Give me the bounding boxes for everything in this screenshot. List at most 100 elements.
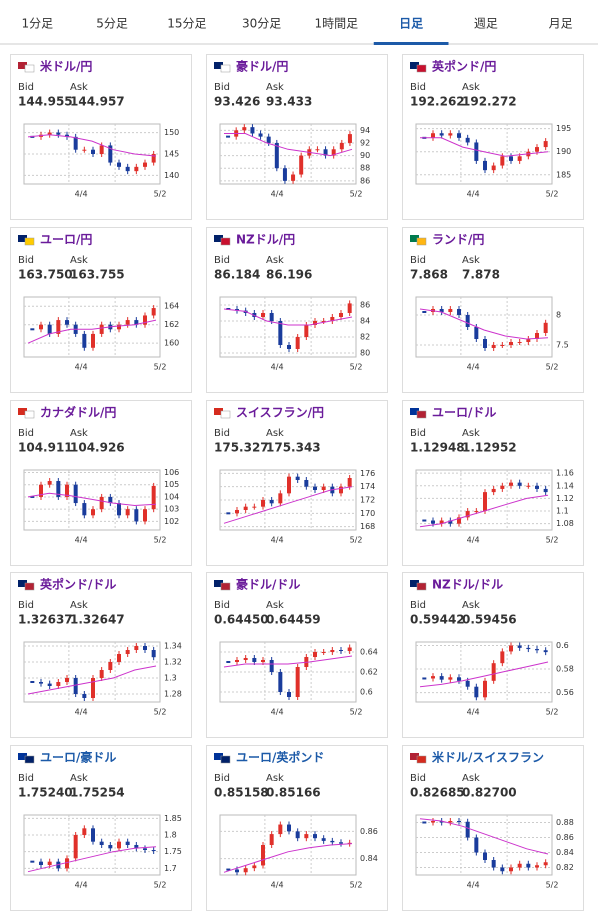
pair-title[interactable]: 豪ドル/円 xyxy=(236,59,288,74)
pair-title[interactable]: 英ポンド/ドル xyxy=(40,577,116,592)
candle xyxy=(291,174,296,181)
y-tick-label: 7.5 xyxy=(556,341,569,350)
pair-title[interactable]: ユーロ/英ポンド xyxy=(236,750,324,765)
y-tick-label: 160 xyxy=(164,339,179,348)
candle xyxy=(431,133,435,138)
y-tick-label: 105 xyxy=(164,480,179,489)
candle xyxy=(47,481,52,485)
candle xyxy=(56,481,61,497)
candle xyxy=(243,868,248,873)
bid-label: Bid xyxy=(410,773,426,784)
y-tick-label: 86 xyxy=(360,176,370,185)
bid-value: 1.12948 xyxy=(410,441,465,455)
candle xyxy=(331,149,336,156)
pair-title[interactable]: 豪ドル/ドル xyxy=(236,577,300,592)
y-tick-label: 170 xyxy=(360,509,375,518)
ask-value: 0.82700 xyxy=(462,786,517,800)
x-tick-label: 5/2 xyxy=(546,881,559,890)
card[interactable] xyxy=(10,227,192,393)
candle xyxy=(134,509,139,522)
tab[interactable]: 1時間足 xyxy=(315,17,359,31)
candle xyxy=(509,156,513,161)
x-tick-label: 4/4 xyxy=(467,190,480,199)
candle xyxy=(526,647,531,650)
x-tick-label: 4/4 xyxy=(75,536,88,545)
y-tick-label: 92 xyxy=(360,138,370,147)
ask-value: 1.75254 xyxy=(70,786,125,800)
candle xyxy=(422,519,427,522)
plot-area xyxy=(415,814,553,876)
pair-title[interactable]: 米ドル/円 xyxy=(40,59,92,74)
y-tick-label: 0.88 xyxy=(556,818,574,827)
pair-title[interactable]: ユーロ/円 xyxy=(40,233,92,247)
card[interactable] xyxy=(402,400,584,566)
candle xyxy=(491,488,496,493)
tab[interactable]: 日足 xyxy=(399,17,423,31)
candle xyxy=(422,677,427,680)
pair-title[interactable]: NZドル/ドル xyxy=(432,578,503,592)
bid-label: Bid xyxy=(214,600,230,611)
tab[interactable]: 月足 xyxy=(549,17,573,31)
candle xyxy=(321,486,326,490)
candle xyxy=(39,682,43,684)
x-tick-label: 5/2 xyxy=(546,536,559,545)
candle xyxy=(108,662,113,670)
ask-value: 104.926 xyxy=(70,441,125,455)
candle xyxy=(500,345,505,346)
candle xyxy=(321,652,326,653)
card[interactable] xyxy=(206,572,388,738)
y-tick-label: 150 xyxy=(164,128,179,137)
candle xyxy=(235,309,239,311)
candle xyxy=(457,677,461,681)
candle xyxy=(295,337,300,349)
candle xyxy=(226,661,231,663)
card[interactable] xyxy=(206,400,388,566)
pair-title[interactable]: 英ポンド/円 xyxy=(432,59,496,74)
candle xyxy=(517,342,522,343)
candle xyxy=(143,509,147,522)
x-tick-label: 4/4 xyxy=(271,536,284,545)
ask-value: 1.32647 xyxy=(70,613,125,627)
y-tick-label: 8 xyxy=(556,311,561,320)
flag xyxy=(416,64,427,73)
candle xyxy=(134,646,139,650)
card[interactable] xyxy=(10,572,192,738)
candle xyxy=(91,333,95,348)
pair-title[interactable]: ユーロ/豪ドル xyxy=(40,750,116,765)
candle xyxy=(143,315,147,325)
candle xyxy=(269,500,274,504)
ask-value: 86.196 xyxy=(266,268,312,282)
bid-label: Bid xyxy=(18,600,34,611)
pair-title[interactable]: カナダドル/円 xyxy=(40,405,116,420)
candle xyxy=(143,848,147,850)
y-tick-label: 164 xyxy=(164,302,179,311)
tab[interactable]: 15分足 xyxy=(167,17,206,31)
tab[interactable]: 30分足 xyxy=(242,17,281,31)
candle xyxy=(278,672,283,692)
candle xyxy=(448,821,453,823)
candle xyxy=(151,650,156,658)
candle xyxy=(261,845,265,866)
pair-title[interactable]: スイスフラン/円 xyxy=(236,406,324,420)
y-tick-label: 0.84 xyxy=(556,848,574,857)
bid-label: Bid xyxy=(410,255,426,266)
pair-title[interactable]: 米ドル/スイスフラン xyxy=(432,750,544,765)
card[interactable] xyxy=(10,745,192,911)
candle xyxy=(439,520,444,524)
tab[interactable]: 1分足 xyxy=(22,17,54,31)
x-tick-label: 5/2 xyxy=(546,190,559,199)
card[interactable] xyxy=(402,572,584,738)
card[interactable] xyxy=(402,745,584,911)
candle xyxy=(82,828,87,835)
moving-average xyxy=(224,133,353,157)
bid-label: Bid xyxy=(214,82,230,93)
ask-label: Ask xyxy=(266,82,284,93)
pair-title[interactable]: ユーロ/ドル xyxy=(432,406,496,420)
tab[interactable]: 5分足 xyxy=(96,17,128,31)
card[interactable] xyxy=(206,745,388,911)
ask-label: Ask xyxy=(70,255,88,266)
pair-title[interactable]: ランド/円 xyxy=(432,233,484,247)
candle xyxy=(483,492,487,512)
tab[interactable]: 週足 xyxy=(474,17,498,31)
pair-title[interactable]: NZドル/円 xyxy=(236,233,295,247)
